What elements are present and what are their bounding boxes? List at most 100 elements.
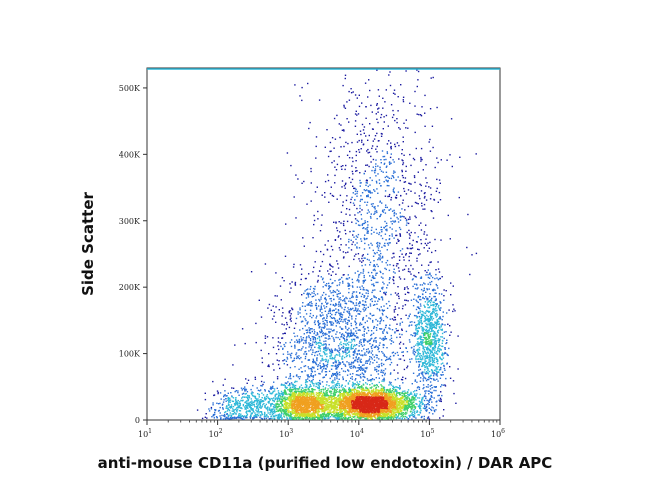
event-dot — [350, 365, 352, 367]
event-dot — [370, 217, 372, 219]
event-dot — [318, 391, 320, 394]
event-dot — [412, 414, 415, 416]
event-dot — [331, 282, 333, 285]
event-dot — [322, 332, 325, 334]
event-dot — [439, 302, 442, 304]
event-dot — [381, 202, 383, 204]
event-dot — [369, 379, 371, 381]
event-dot — [369, 305, 372, 307]
event-dot — [414, 324, 417, 327]
event-dot — [403, 122, 405, 124]
event-dot — [302, 302, 304, 304]
event-dot — [278, 398, 280, 400]
event-dot — [428, 296, 431, 298]
event-dot — [371, 337, 373, 340]
event-dot — [375, 180, 378, 183]
event-dot — [351, 316, 353, 318]
event-dot — [411, 358, 413, 360]
event-dot — [424, 325, 427, 328]
event-dot — [373, 138, 376, 140]
event-dot — [356, 242, 358, 244]
event-dot — [293, 388, 295, 390]
event-dot — [367, 253, 369, 255]
event-dot — [354, 335, 356, 337]
event-dot — [427, 400, 430, 402]
event-dot — [292, 417, 295, 419]
event-dot — [334, 318, 336, 320]
event-dot — [404, 390, 406, 392]
event-dot — [290, 354, 292, 357]
event-dot — [276, 378, 279, 380]
event-dot — [469, 273, 471, 276]
event-dot — [254, 400, 256, 402]
event-dot — [303, 353, 305, 355]
event-dot — [310, 170, 312, 173]
event-dot — [313, 223, 315, 226]
event-dot — [365, 386, 367, 388]
event-dot — [376, 69, 378, 71]
event-dot — [350, 324, 353, 327]
event-dot — [406, 365, 409, 367]
event-dot — [309, 302, 311, 304]
event-dot — [423, 399, 426, 402]
event-dot — [419, 337, 422, 339]
event-dot — [359, 260, 361, 262]
event-dot — [291, 416, 293, 418]
event-dot — [295, 357, 298, 360]
event-dot — [437, 161, 439, 164]
event-dot — [429, 358, 431, 360]
event-dot — [377, 111, 379, 113]
event-dot — [305, 385, 308, 388]
event-dot — [417, 323, 419, 326]
event-dot — [429, 381, 432, 383]
event-dot — [316, 337, 319, 340]
event-dot — [226, 413, 228, 415]
event-dot — [432, 326, 435, 328]
event-dot — [292, 384, 295, 386]
event-dot — [399, 347, 401, 349]
event-dot — [254, 397, 257, 399]
event-dot — [427, 264, 430, 266]
event-dot — [242, 396, 244, 398]
event-dot — [240, 415, 242, 417]
event-dot — [332, 379, 334, 382]
event-dot — [425, 274, 427, 276]
event-dot — [281, 396, 284, 398]
event-dot — [431, 323, 434, 326]
event-dot — [401, 159, 403, 161]
event-dot — [340, 146, 342, 148]
event-dot — [383, 163, 385, 165]
event-dot — [475, 153, 477, 155]
event-dot — [380, 371, 382, 373]
event-dot — [385, 171, 388, 173]
event-dot — [389, 383, 391, 385]
event-dot — [397, 292, 399, 295]
event-dot — [326, 129, 328, 131]
event-dot — [426, 234, 428, 236]
event-dot — [237, 391, 239, 394]
event-dot — [267, 396, 269, 398]
event-dot — [369, 361, 372, 363]
event-dot — [331, 310, 334, 312]
event-dot — [279, 396, 282, 398]
event-dot — [311, 366, 314, 369]
event-dot — [442, 340, 444, 342]
event-dot — [387, 176, 389, 178]
event-dot — [408, 182, 410, 184]
event-dot — [339, 343, 341, 345]
event-dot — [361, 192, 364, 194]
event-dot — [405, 265, 407, 267]
event-dot — [362, 316, 365, 319]
event-dot — [258, 396, 260, 398]
event-dot — [401, 248, 404, 250]
event-dot — [283, 416, 286, 418]
event-dot — [366, 182, 368, 184]
event-dot — [390, 384, 393, 386]
event-dot — [245, 402, 248, 405]
event-dot — [441, 352, 444, 354]
event-dot — [275, 410, 278, 413]
event-dot — [420, 341, 422, 344]
event-dot — [428, 378, 430, 381]
event-dot — [408, 315, 410, 318]
event-dot — [347, 284, 350, 286]
